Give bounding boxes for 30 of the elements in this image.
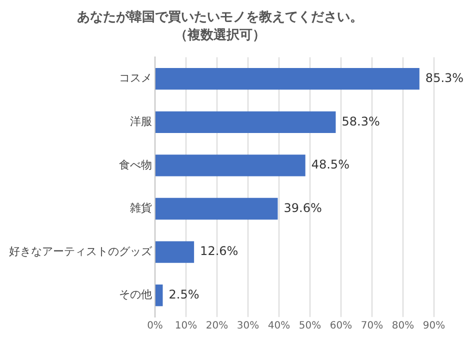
x-tick-label: 60% — [330, 320, 352, 332]
y-tick-label: 洋服 — [130, 115, 152, 128]
data-label: 85.3% — [425, 70, 464, 85]
data-label: 39.6% — [284, 200, 322, 215]
x-tick-label: 0% — [147, 320, 163, 332]
y-tick-label: 雑貨 — [130, 202, 152, 215]
x-tick-label: 90% — [422, 320, 446, 332]
data-label: 48.5% — [311, 158, 350, 172]
data-label: 12.6% — [200, 244, 238, 258]
y-tick-label: 食べ物 — [119, 158, 152, 172]
data-label: 58.3% — [342, 114, 380, 128]
x-tick-label: 40% — [268, 320, 290, 332]
y-tick-label: 好きなアーティストのグッズ — [9, 244, 153, 258]
bar — [156, 284, 163, 306]
x-tick-label: 80% — [392, 320, 414, 332]
x-tick-label: 20% — [206, 320, 228, 332]
bar — [156, 198, 278, 220]
chart-subtitle: （複数選択可） — [174, 26, 266, 43]
bar — [156, 154, 306, 176]
bar — [156, 111, 336, 133]
bar — [156, 68, 420, 90]
y-tick-label: その他 — [119, 288, 152, 302]
x-tick-label: 50% — [298, 320, 322, 332]
x-tick-label: 10% — [174, 320, 198, 332]
data-label: 2.5% — [168, 287, 200, 302]
chart-title: あなたが韓国で買いたいモノを教えてください。 — [77, 10, 363, 26]
x-tick-label: 70% — [360, 320, 384, 332]
bar — [156, 241, 194, 263]
x-tick-label: 30% — [236, 320, 260, 332]
y-tick-label: コスメ — [119, 72, 152, 85]
